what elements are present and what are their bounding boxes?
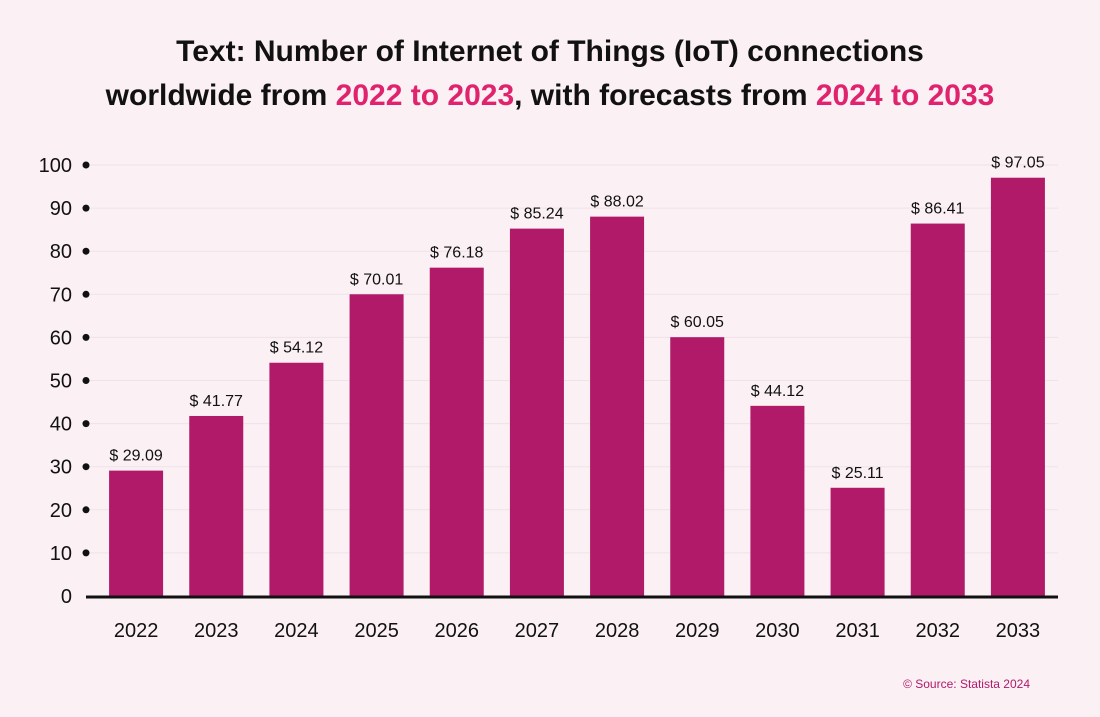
y-tick-dot — [82, 377, 90, 384]
x-tick-label: 2025 — [354, 620, 399, 642]
bar — [189, 415, 244, 596]
data-label: $ 86.41 — [911, 201, 964, 218]
y-tick-label: 40 — [50, 414, 72, 436]
bar — [109, 470, 164, 596]
x-tick-label: 2023 — [194, 620, 239, 642]
y-tick-dot — [82, 204, 90, 212]
data-label: $ 97.05 — [991, 155, 1044, 172]
title-line-2: worldwide from 2022 to 2023, with foreca… — [0, 74, 1100, 118]
y-tick-dot — [82, 247, 90, 255]
bar — [910, 223, 965, 596]
y-tick-label: 80 — [50, 241, 72, 263]
bar — [269, 362, 324, 596]
title-highlight-forecast-years: 2024 to 2033 — [815, 79, 995, 112]
y-tick-label: 70 — [50, 284, 72, 306]
chart-title: Text: Number of Internet of Things (IoT)… — [0, 30, 1100, 118]
x-tick-label: 2029 — [675, 620, 720, 642]
title-highlight-actual-years: 2022 to 2023 — [335, 79, 515, 112]
data-label: $ 29.09 — [109, 448, 162, 465]
data-label: $ 76.18 — [430, 245, 483, 262]
y-tick-dot — [82, 549, 90, 557]
source-credit: © Source: Statista 2024 — [903, 677, 1030, 691]
data-label: $ 41.77 — [190, 393, 243, 410]
y-tick-dot — [82, 290, 90, 298]
data-label: $ 54.12 — [270, 340, 323, 357]
y-tick-dot — [82, 333, 90, 341]
bar — [830, 487, 885, 596]
y-tick-label: 0 — [61, 586, 72, 608]
bar — [670, 337, 725, 596]
y-tick-dot — [82, 161, 90, 169]
bar — [429, 267, 484, 596]
x-tick-label: 2027 — [515, 620, 560, 642]
x-tick-label: 2033 — [996, 620, 1041, 642]
title-text-b: , with forecasts from — [514, 79, 816, 112]
y-tick-label: 50 — [50, 371, 72, 393]
bar — [590, 216, 645, 597]
y-tick-label: 90 — [50, 198, 72, 220]
y-tick-label: 30 — [50, 457, 72, 479]
y-tick-dot — [82, 420, 90, 428]
y-tick-dot — [82, 463, 90, 471]
x-tick-label: 2032 — [916, 620, 961, 642]
y-tick-label: 10 — [50, 543, 72, 565]
x-tick-label: 2026 — [435, 620, 480, 642]
bar — [750, 405, 805, 596]
data-label: $ 60.05 — [671, 314, 724, 331]
x-tick-label: 2028 — [595, 620, 640, 642]
bar — [349, 294, 404, 596]
y-tick-dot — [82, 506, 90, 514]
x-tick-label: 2022 — [114, 620, 159, 642]
bar — [990, 177, 1045, 597]
title-line-1: Text: Number of Internet of Things (IoT)… — [176, 35, 924, 68]
bar — [509, 228, 564, 596]
data-label: $ 25.11 — [831, 465, 883, 482]
data-label: $ 85.24 — [510, 206, 563, 223]
title-text-a: worldwide from — [105, 79, 336, 112]
y-tick-label: 60 — [50, 327, 72, 349]
y-tick-label: 100 — [39, 155, 72, 177]
x-tick-label: 2024 — [274, 620, 319, 642]
data-label: $ 88.02 — [590, 194, 643, 211]
x-tick-label: 2030 — [755, 620, 800, 642]
y-tick-label: 20 — [50, 500, 72, 522]
x-tick-label: 2031 — [835, 620, 880, 642]
data-label: $ 44.12 — [751, 383, 804, 400]
data-label: $ 70.01 — [350, 271, 403, 288]
